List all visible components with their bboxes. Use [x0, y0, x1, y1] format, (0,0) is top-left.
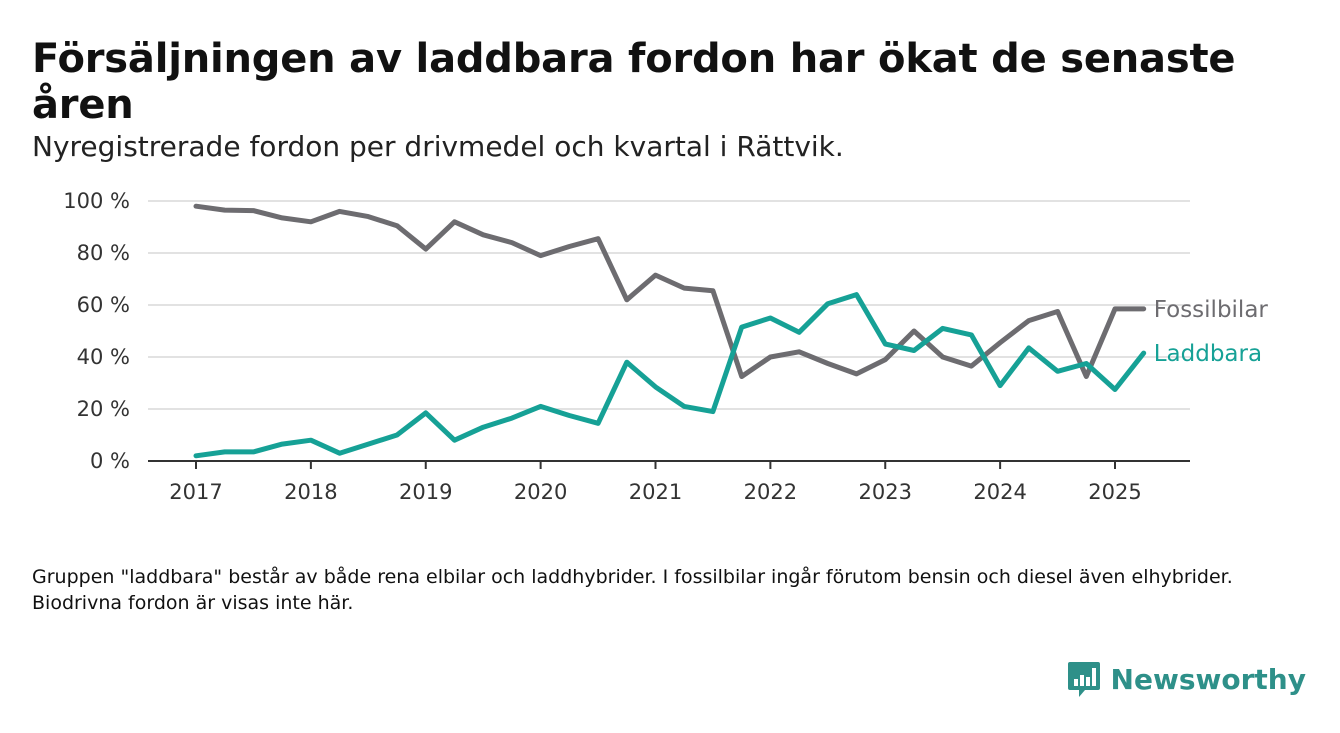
series-lines — [193, 203, 1147, 459]
y-axis: 0 % 20 % 40 % 60 % 80 % 100 % — [63, 189, 130, 473]
x-tick-label: 2017 — [169, 480, 222, 504]
y-tick-label: 20 % — [77, 397, 130, 421]
y-tick-label: 40 % — [77, 345, 130, 369]
x-tick-label: 2019 — [399, 480, 452, 504]
x-tick-label: 2018 — [284, 480, 337, 504]
series-line-laddbara — [193, 292, 1147, 459]
x-tick-label: 2021 — [629, 480, 682, 504]
x-tick-label: 2022 — [744, 480, 797, 504]
y-tick-label: 100 % — [63, 189, 130, 213]
chart-title: Försäljningen av laddbara fordon har öka… — [32, 36, 1236, 128]
y-tick-label: 80 % — [77, 241, 130, 265]
series-label-laddbara: Laddbara — [1154, 341, 1262, 367]
bar-chart-icon — [1067, 662, 1100, 697]
series-labels: Fossilbilar Laddbara — [1154, 297, 1269, 367]
brand-name: Newsworthy — [1110, 662, 1306, 696]
x-tick-label: 2024 — [973, 480, 1026, 504]
x-tick-label: 2020 — [514, 480, 567, 504]
y-tick-label: 0 % — [90, 449, 130, 473]
chart-subtitle: Nyregistrerade fordon per drivmedel och … — [32, 130, 844, 163]
x-tick-label: 2025 — [1088, 480, 1141, 504]
series-label-fossilbilar: Fossilbilar — [1154, 297, 1269, 323]
x-tick-label: 2023 — [859, 480, 912, 504]
brand-logo: Newsworthy — [1067, 660, 1306, 698]
footnote: Gruppen "laddbara" består av både rena e… — [32, 566, 1233, 614]
y-tick-label: 60 % — [77, 293, 130, 317]
gridlines — [148, 200, 1190, 410]
series-line-fossilbilar — [193, 203, 1147, 379]
x-axis: 2017 2018 2019 2020 2021 2022 2023 2024 2025 — [148, 460, 1190, 504]
